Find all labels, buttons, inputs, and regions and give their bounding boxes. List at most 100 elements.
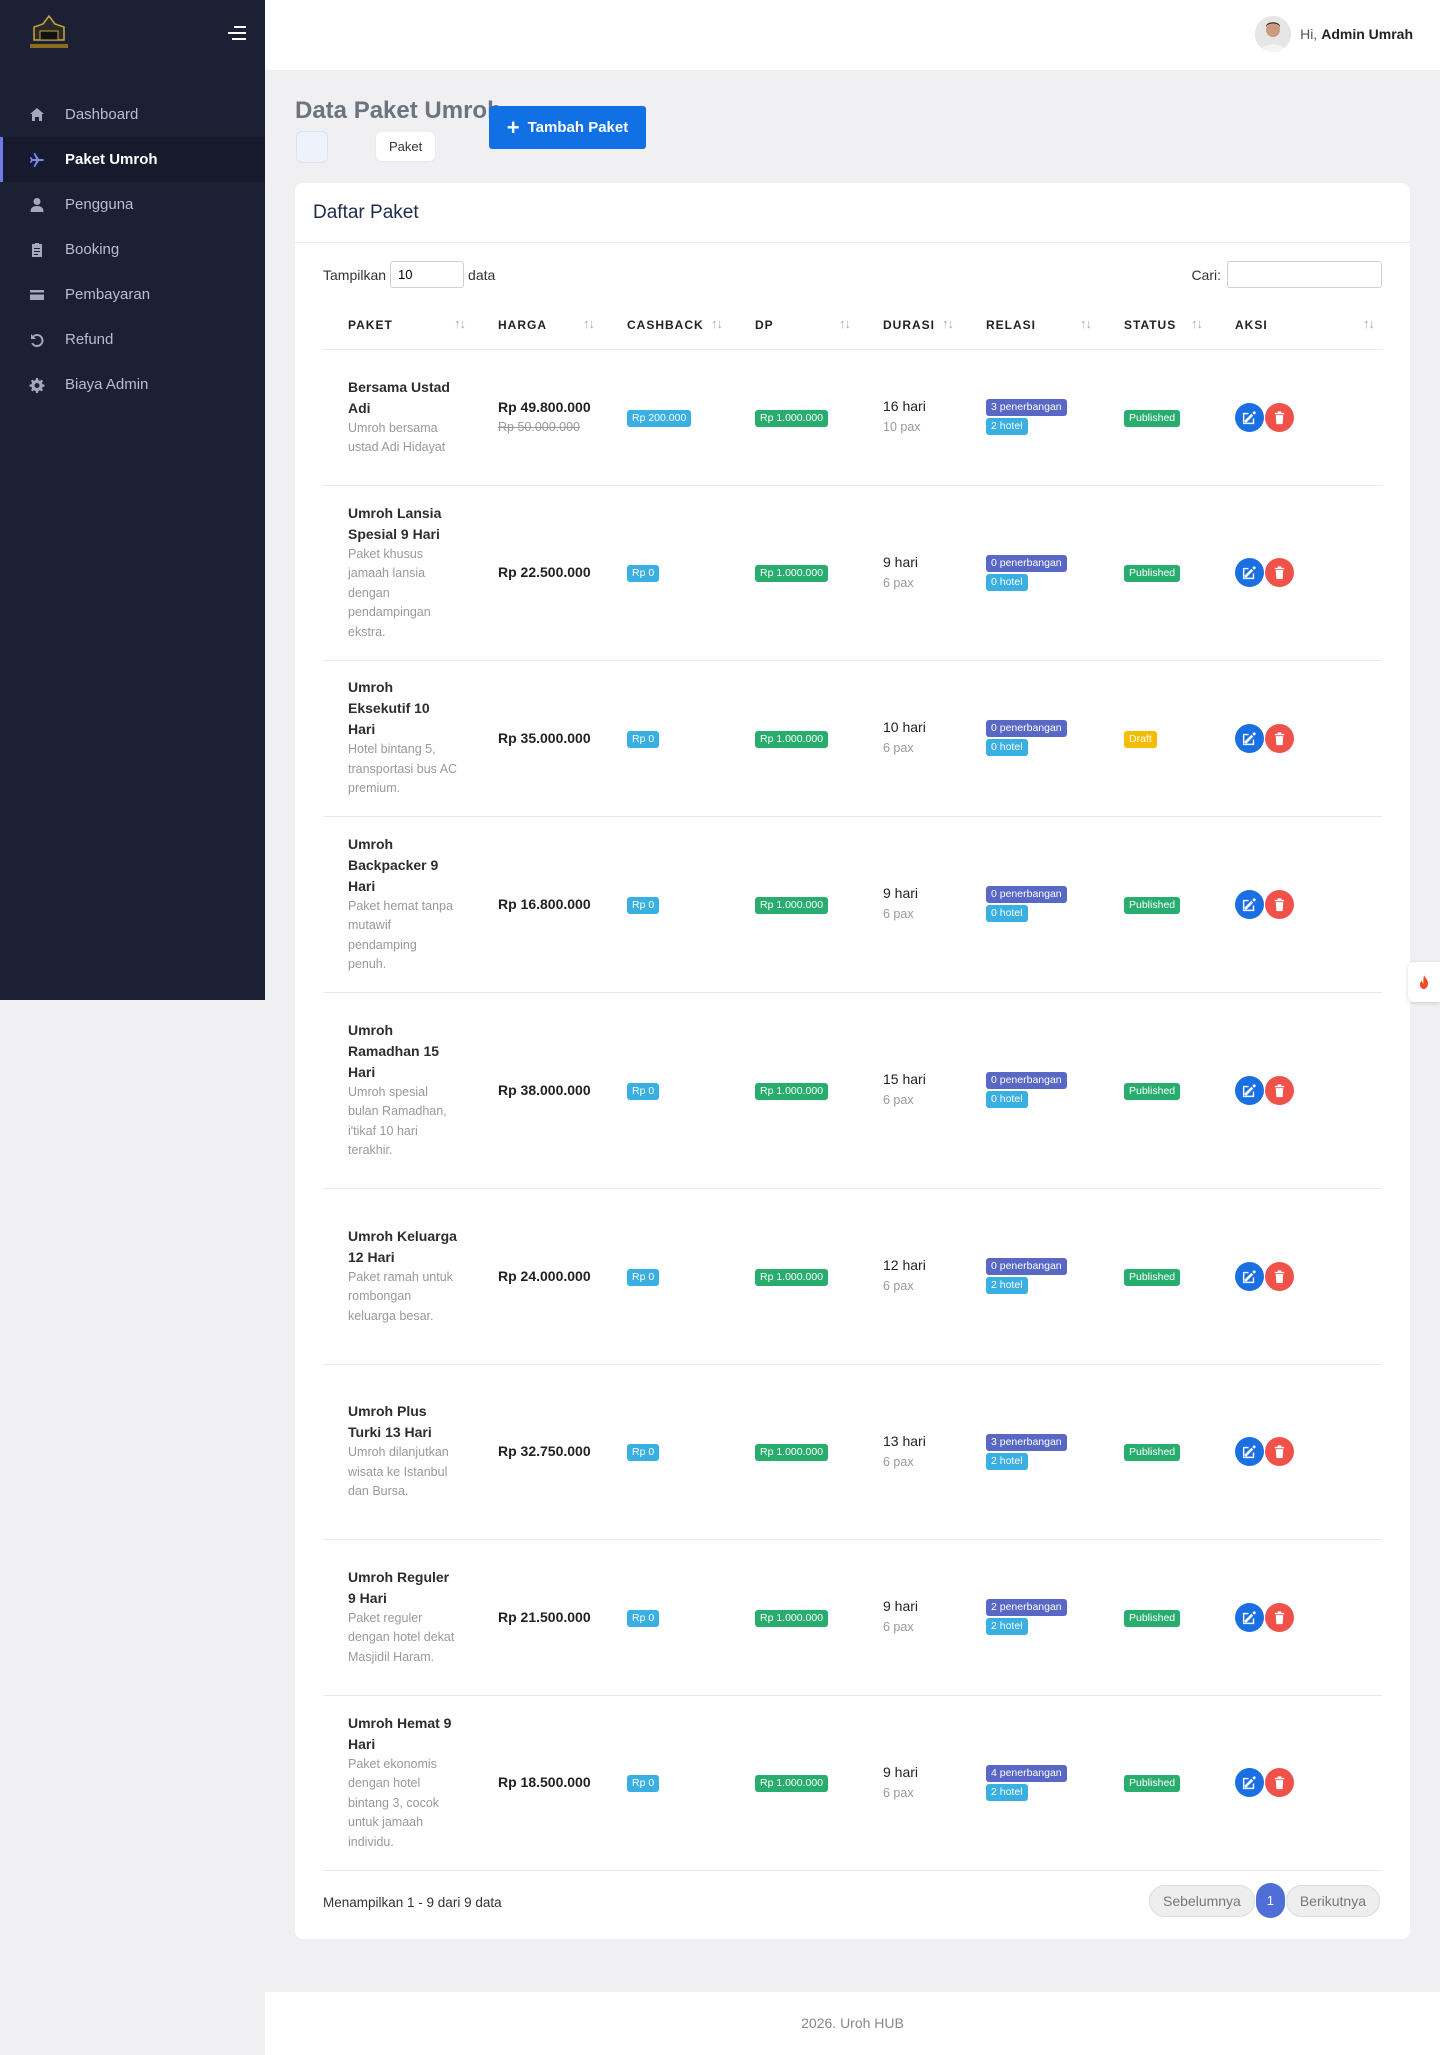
delete-button[interactable] xyxy=(1265,402,1294,432)
duration-text: 9 hari xyxy=(883,1598,919,1614)
page-title: Data Paket Umroh xyxy=(295,97,502,124)
pax-text: 6 pax xyxy=(883,1093,914,1107)
hotels-badge: 2 hotel xyxy=(986,418,1028,435)
delete-button[interactable] xyxy=(1265,1075,1294,1105)
column-header-harga[interactable]: HARGA ↑↓ xyxy=(473,301,602,350)
delete-button[interactable] xyxy=(1265,558,1294,587)
trash-icon xyxy=(1272,731,1287,746)
cell-cashback: Rp 0 xyxy=(602,1364,730,1540)
table-row: Umroh Keluarga 12 Hari Paket ramah untuk… xyxy=(323,1188,1382,1365)
cell-cashback: Rp 0 xyxy=(602,816,730,993)
status-badge: Published xyxy=(1124,1609,1181,1627)
package-desc: Paket ekonomis dengan hotel bintang 3, c… xyxy=(348,1756,440,1849)
package-price: Rp 49.800.000 xyxy=(498,399,591,415)
cell-durasi: 9 hari 6 pax xyxy=(858,816,961,993)
edit-button[interactable] xyxy=(1235,1075,1264,1105)
sidebar-item-dashboard[interactable]: Dashboard xyxy=(0,92,265,137)
cell-relasi: 0 penerbangan 0 hotel xyxy=(961,992,1099,1189)
delete-button[interactable] xyxy=(1265,1602,1294,1632)
cell-durasi: 13 hari 6 pax xyxy=(858,1364,961,1540)
breadcrumb-home[interactable] xyxy=(296,131,328,163)
column-header-dp[interactable]: DP ↑↓ xyxy=(730,301,858,350)
cashback-badge: Rp 0 xyxy=(627,1775,660,1792)
hotels-badge: 2 hotel xyxy=(986,1452,1028,1470)
cell-paket: Umroh Reguler 9 Hari Paket reguler denga… xyxy=(323,1539,473,1696)
card-title: Daftar Paket xyxy=(295,183,1410,243)
topbar: Hi, Admin Umrah xyxy=(265,0,1440,70)
column-header-status[interactable]: STATUS ↑↓ xyxy=(1099,301,1210,350)
edit-button[interactable] xyxy=(1235,723,1264,753)
trash-icon xyxy=(1272,1775,1287,1790)
edit-icon xyxy=(1242,1269,1257,1284)
sort-icon: ↑↓ xyxy=(454,316,466,331)
column-header-cashback[interactable]: CASHBACK ↑↓ xyxy=(602,301,730,350)
umroh-hub-logo[interactable] xyxy=(26,14,72,52)
package-price: Rp 38.000.000 xyxy=(498,1081,591,1098)
package-price: Rp 22.500.000 xyxy=(498,564,591,580)
delete-button[interactable] xyxy=(1265,1768,1294,1797)
trash-icon xyxy=(1272,1610,1287,1625)
cell-dp: Rp 1.000.000 xyxy=(730,1695,858,1871)
sidebar-item-label: Dashboard xyxy=(65,106,139,123)
trash-icon xyxy=(1272,565,1287,580)
edit-button[interactable] xyxy=(1235,1261,1264,1291)
cell-status: Published xyxy=(1099,485,1210,661)
cell-harga: Rp 49.800.000 Rp 50.000.000 xyxy=(473,349,602,486)
duration-text: 10 hari xyxy=(883,719,926,735)
add-package-button[interactable]: + Tambah Paket xyxy=(489,106,646,149)
sidebar-item-biaya-admin[interactable]: Biaya Admin xyxy=(0,362,265,407)
column-header-relasi[interactable]: RELASI ↑↓ xyxy=(961,301,1099,350)
edit-button[interactable] xyxy=(1235,889,1264,919)
search-input[interactable] xyxy=(1227,261,1382,288)
cell-paket: Umroh Plus Turki 13 Hari Umroh dilanjutk… xyxy=(323,1364,473,1540)
prev-page-button[interactable]: Sebelumnya xyxy=(1149,1884,1255,1917)
edit-button[interactable] xyxy=(1235,1768,1264,1797)
delete-button[interactable] xyxy=(1265,889,1294,919)
cashback-badge: Rp 0 xyxy=(627,565,660,582)
search-control: Cari: xyxy=(1191,261,1382,288)
sidebar-item-pembayaran[interactable]: Pembayaran xyxy=(0,272,265,317)
sidebar-item-refund[interactable]: Refund xyxy=(0,317,265,362)
sidebar-item-paket-umroh[interactable]: Paket Umroh xyxy=(0,137,265,182)
cell-dp: Rp 1.000.000 xyxy=(730,349,858,486)
edit-button[interactable] xyxy=(1235,1437,1264,1466)
cell-cashback: Rp 0 xyxy=(602,660,730,817)
table-row: Bersama Ustad Adi Umroh bersama ustad Ad… xyxy=(323,349,1382,486)
cell-durasi: 16 hari 10 pax xyxy=(858,349,961,486)
page-number-button[interactable]: 1 xyxy=(1255,1883,1285,1918)
table-row: Umroh Eksekutif 10 Hari Hotel bintang 5,… xyxy=(323,660,1382,817)
show-label: Tampilkan xyxy=(323,266,387,283)
page-length-input[interactable] xyxy=(390,261,465,288)
sidebar-toggle-button[interactable] xyxy=(224,26,246,44)
sidebar-item-pengguna[interactable]: Pengguna xyxy=(0,182,265,227)
trash-icon xyxy=(1272,1269,1287,1284)
table-row: Umroh Backpacker 9 Hari Paket hemat tanp… xyxy=(323,816,1382,993)
column-header-durasi[interactable]: DURASI ↑↓ xyxy=(858,301,961,350)
flights-badge: 2 penerbangan xyxy=(986,1599,1067,1616)
cell-aksi xyxy=(1210,1364,1382,1540)
column-header-paket[interactable]: PAKET ↑↓ xyxy=(323,301,473,350)
cell-aksi xyxy=(1210,660,1382,817)
dp-badge: Rp 1.000.000 xyxy=(755,1609,829,1627)
page-length-control: Tampilkan data xyxy=(323,261,495,288)
breadcrumb[interactable]: Paket xyxy=(376,132,436,161)
next-page-button[interactable]: Berikutnya xyxy=(1285,1884,1380,1917)
package-table: PAKET ↑↓ HARGA ↑↓ CASHBACK ↑↓ DP ↑↓ DURASI ↑↓… xyxy=(323,301,1382,1871)
column-header-aksi[interactable]: AKSI ↑↓ xyxy=(1210,301,1382,350)
cell-harga: Rp 24.000.000 xyxy=(473,1188,602,1365)
delete-button[interactable] xyxy=(1265,723,1294,753)
pax-text: 6 pax xyxy=(883,1620,914,1634)
cell-paket: Umroh Lansia Spesial 9 Hari Paket khusus… xyxy=(323,485,473,661)
edit-button[interactable] xyxy=(1235,402,1264,432)
sort-icon: ↑↓ xyxy=(1080,316,1092,331)
edit-button[interactable] xyxy=(1235,1602,1264,1632)
delete-button[interactable] xyxy=(1265,1437,1294,1466)
edit-button[interactable] xyxy=(1235,558,1264,587)
fire-icon[interactable] xyxy=(1408,962,1440,1002)
user-menu[interactable]: Hi, Admin Umrah xyxy=(1255,16,1413,52)
cell-durasi: 15 hari 6 pax xyxy=(858,992,961,1189)
delete-button[interactable] xyxy=(1265,1261,1294,1291)
cell-aksi xyxy=(1210,816,1382,993)
package-name: Bersama Ustad Adi xyxy=(348,378,450,416)
sidebar-item-booking[interactable]: Booking xyxy=(0,227,265,272)
